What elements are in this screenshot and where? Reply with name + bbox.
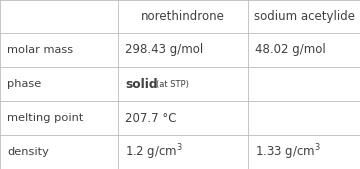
Text: norethindrone: norethindrone bbox=[141, 10, 225, 23]
Text: 298.43 g/mol: 298.43 g/mol bbox=[125, 43, 203, 56]
Text: melting point: melting point bbox=[7, 113, 84, 123]
Text: 48.02 g/mol: 48.02 g/mol bbox=[255, 43, 326, 56]
Text: 1.2 g/cm$^3$: 1.2 g/cm$^3$ bbox=[125, 142, 183, 162]
Text: 207.7 °C: 207.7 °C bbox=[125, 112, 176, 125]
Text: molar mass: molar mass bbox=[7, 45, 73, 55]
Text: (at STP): (at STP) bbox=[156, 80, 189, 89]
Text: solid: solid bbox=[125, 78, 158, 91]
Text: 1.33 g/cm$^3$: 1.33 g/cm$^3$ bbox=[255, 142, 321, 162]
Text: phase: phase bbox=[7, 79, 41, 89]
Text: sodium acetylide: sodium acetylide bbox=[253, 10, 355, 23]
Text: density: density bbox=[7, 147, 49, 157]
